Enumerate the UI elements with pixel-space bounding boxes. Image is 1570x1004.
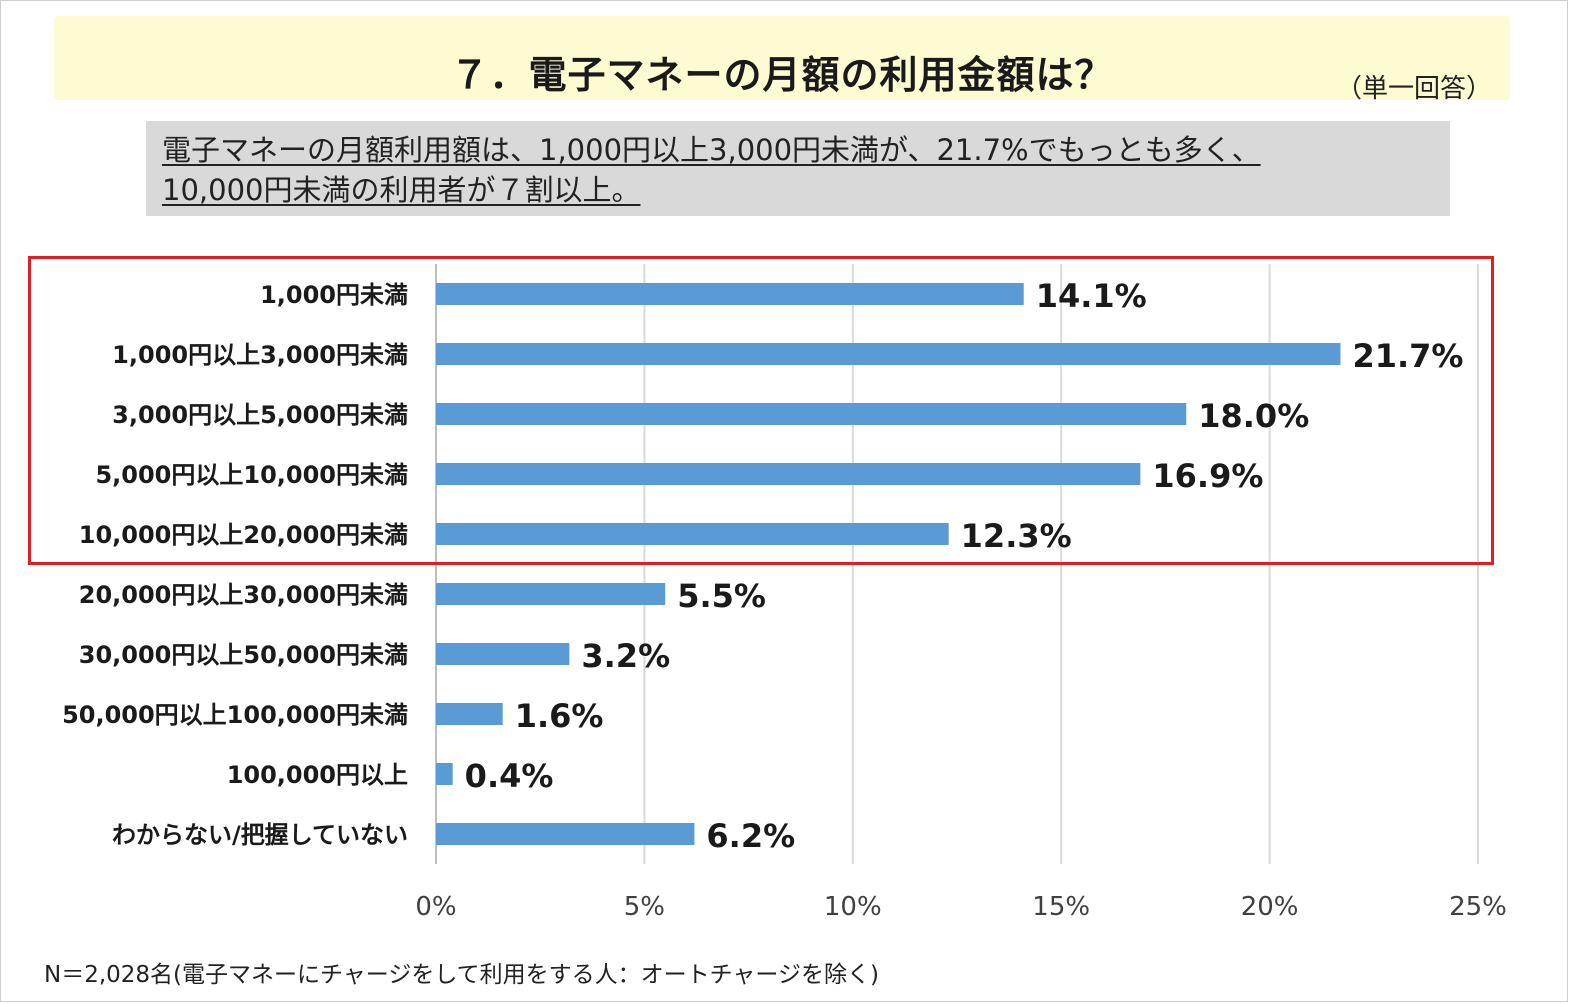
bar	[436, 463, 1141, 485]
title-banner: ７．電子マネーの月額の利用金額は？ （単一回答）	[54, 16, 1510, 104]
category-label: 3,000円以上5,000円未満	[112, 401, 408, 429]
bar	[436, 283, 1024, 305]
category-label: 1,000円未満	[260, 281, 408, 309]
data-label: 0.4%	[465, 757, 554, 795]
category-label: 1,000円以上3,000円未満	[112, 341, 408, 369]
data-label: 12.3%	[961, 517, 1072, 555]
data-label: 1.6%	[515, 697, 604, 735]
highlight-box	[28, 256, 1494, 565]
category-label: 100,000円以上	[227, 761, 408, 789]
category-label: 5,000円以上10,000円未満	[95, 461, 408, 489]
page-title: ７．電子マネーの月額の利用金額は？	[450, 53, 1114, 97]
data-label: 16.9%	[1152, 457, 1263, 495]
data-label: 3.2%	[581, 637, 670, 675]
bar	[436, 643, 570, 665]
category-label: 20,000円以上30,000円未満	[79, 581, 408, 609]
bar	[436, 763, 453, 785]
x-tick-label: 20%	[1241, 892, 1299, 922]
summary-line-1: 電子マネーの月額利用額は、1,000円以上3,000円未満が、21.7%でもっと…	[162, 133, 1261, 167]
data-label: 6.2%	[706, 817, 795, 855]
bars	[436, 283, 1341, 845]
footnote: N＝2,028名(電子マネーにチャージをして利用をする人：オートチャージを除く)	[44, 962, 879, 988]
x-tick-label: 0%	[415, 892, 456, 922]
bar	[436, 703, 503, 725]
data-label: 18.0%	[1198, 397, 1309, 435]
category-label: 10,000円以上20,000円未満	[79, 521, 408, 549]
category-label: わからない/把握していない	[112, 821, 408, 849]
answer-type-note: （単一回答）	[1335, 74, 1492, 104]
summary-line-2: 10,000円未満の利用者が７割以上。	[162, 173, 641, 207]
bar	[436, 823, 695, 845]
data-label: 5.5%	[677, 577, 766, 615]
category-labels: 1,000円未満 1,000円以上3,000円未満 3,000円以上5,000円未満…	[62, 281, 408, 849]
data-labels: 14.1% 21.7% 18.0% 16.9% 12.3% 5.5%3.2% 1.6% 0.4…	[465, 277, 1464, 855]
data-label: 21.7%	[1352, 337, 1463, 375]
bar	[436, 343, 1341, 365]
category-label: 50,000円以上100,000円未満	[62, 701, 408, 729]
data-label: 14.1%	[1036, 277, 1147, 315]
x-tick-label: 5%	[624, 892, 665, 922]
bar	[436, 583, 666, 605]
x-tick-label: 10%	[824, 892, 882, 922]
x-tick-label: 25%	[1449, 892, 1507, 922]
bar	[436, 523, 949, 545]
x-axis-ticks: 0% 5% 10% 15% 20% 25%	[415, 892, 1507, 922]
category-label: 30,000円以上50,000円未満	[79, 641, 408, 669]
x-tick-label: 15%	[1032, 892, 1090, 922]
bar	[436, 403, 1187, 425]
summary-box: 電子マネーの月額利用額は、1,000円以上3,000円未満が、21.7%でもっと…	[146, 121, 1450, 216]
